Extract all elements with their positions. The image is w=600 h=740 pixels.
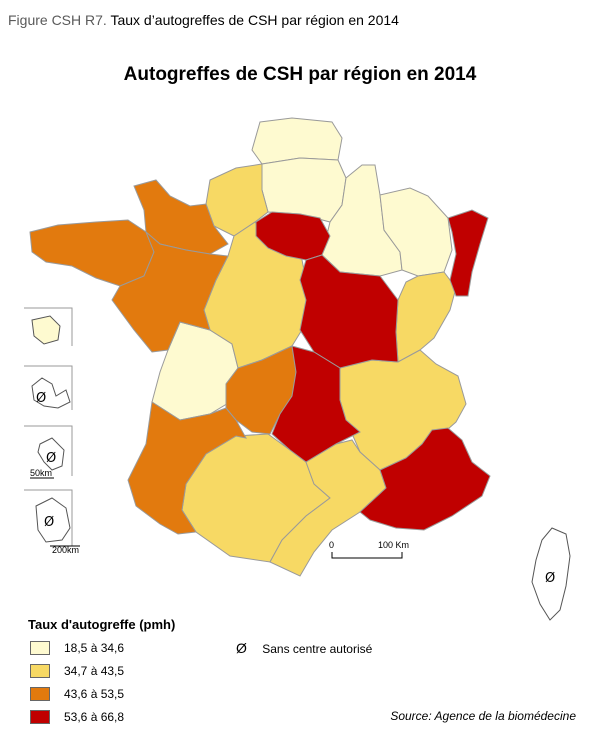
region-auvergne xyxy=(271,345,361,463)
figure-caption-text: Taux d’autogreffes de CSH par région en … xyxy=(110,12,399,28)
legend-label: 43,6 à 53,5 xyxy=(64,687,125,701)
region-corse xyxy=(531,527,571,621)
legend-label: 53,6 à 66,8 xyxy=(64,710,125,724)
scale-main-label: 100 Km xyxy=(378,540,409,550)
map-title: Autogreffes de CSH par région en 2014 xyxy=(123,64,477,85)
inset-guyane xyxy=(35,497,71,543)
legend-swatch xyxy=(30,641,50,655)
inset-frame-2 xyxy=(24,365,73,410)
figure-caption: Figure CSH R7. Taux d’autogreffes de CSH… xyxy=(8,12,399,28)
region-bretagne xyxy=(29,219,155,287)
region-bourgogne xyxy=(299,254,399,369)
inset-scale-large-label: 200km xyxy=(52,545,79,555)
main-scale-bar xyxy=(331,552,403,559)
inset-reunion xyxy=(31,315,61,345)
inset-frame-3 xyxy=(24,425,73,476)
legend-swatch xyxy=(30,664,50,678)
corse-no-center-symbol: Ø xyxy=(545,571,555,586)
region-pays-de-la-loire xyxy=(111,231,229,353)
guadeloupe-no-center-symbol: Ø xyxy=(36,391,46,406)
inset-frame-1 xyxy=(24,307,73,346)
region-aquitaine xyxy=(127,401,247,535)
inset-martinique xyxy=(37,437,65,471)
scale-zero-label: 0 xyxy=(329,540,334,550)
figure-number: Figure CSH R7. xyxy=(8,12,107,28)
legend-title: Taux d'autogreffe (pmh) xyxy=(28,617,176,632)
inset-guadeloupe xyxy=(31,377,71,409)
source-note: Source: Agence de la biomédecine xyxy=(390,709,576,723)
region-nord-pas-de-calais xyxy=(251,117,343,165)
region-languedoc-roussillon xyxy=(269,439,387,577)
no-center-icon: Ø xyxy=(236,640,247,656)
legend-label: 34,7 à 43,5 xyxy=(64,664,125,678)
region-alsace xyxy=(447,209,489,297)
no-center-label: Sans centre autorisé xyxy=(262,642,373,656)
legend-no-center: Ø Sans centre autorisé xyxy=(236,640,372,656)
region-paca xyxy=(359,427,491,531)
legend-label: 18,5 à 34,6 xyxy=(64,641,125,655)
guyane-no-center-symbol: Ø xyxy=(44,515,54,530)
martinique-no-center-symbol: Ø xyxy=(46,451,56,466)
legend-swatch xyxy=(30,687,50,701)
inset-scale-small-label: 50km xyxy=(30,468,52,478)
inset-frame-4 xyxy=(24,489,73,546)
region-franche-comte xyxy=(395,271,457,363)
legend-swatch xyxy=(30,710,50,724)
